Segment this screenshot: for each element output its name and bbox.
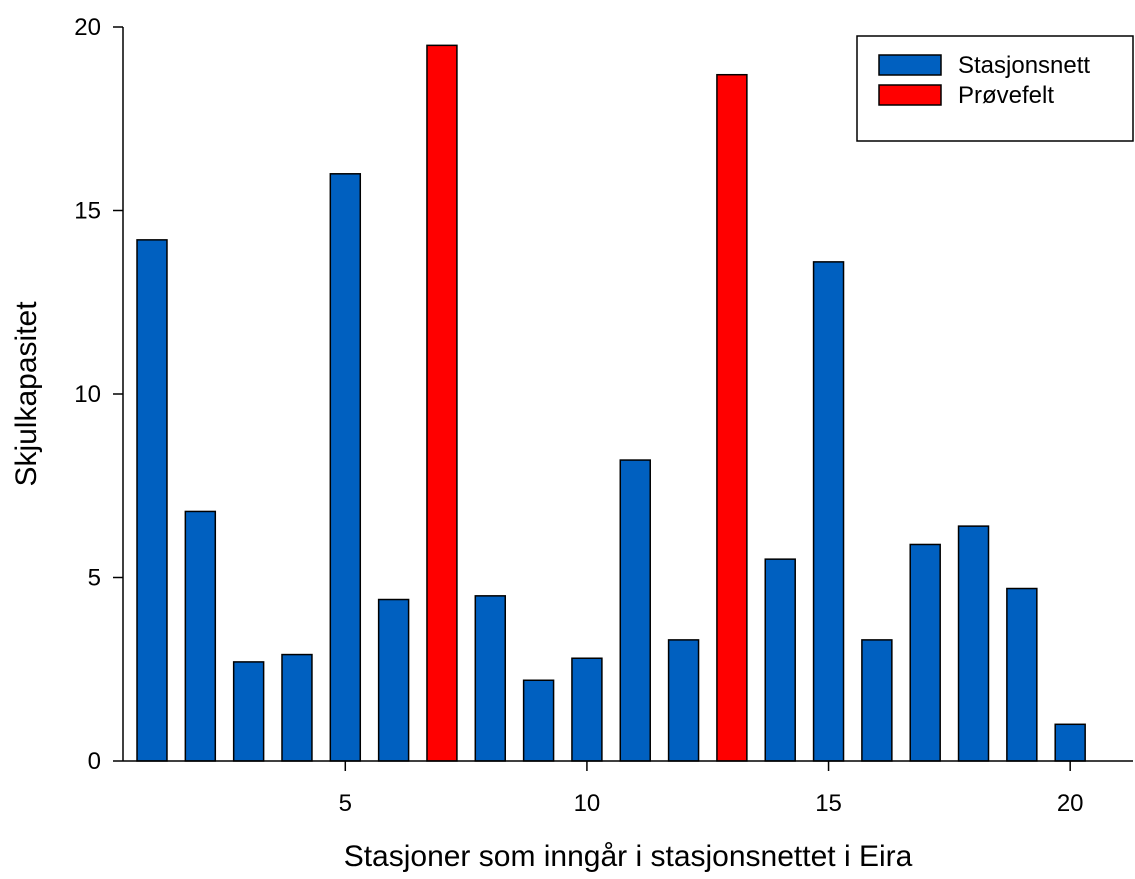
bar-stasjonsnett-5 <box>329 173 362 762</box>
bar-stasjonsnett-11 <box>619 459 651 762</box>
bars-group <box>136 44 1086 762</box>
legend-label: Prøvefelt <box>958 82 1054 109</box>
x-tick-label: 5 <box>339 790 352 817</box>
legend-swatch <box>878 54 942 76</box>
bar-stasjonsnett-17 <box>909 543 941 762</box>
bar-stasjonsnett-3 <box>232 661 265 762</box>
bar-stasjonsnett-2 <box>184 510 217 762</box>
bar-stasjonsnett-20 <box>1054 723 1086 762</box>
bar-stasjonsnett-1 <box>136 239 168 762</box>
bar-stasjonsnett-18 <box>957 525 990 762</box>
x-axis-title: Stasjoner som inngår i stasjonsnettet i … <box>344 840 913 873</box>
bar-stasjonsnett-10 <box>571 657 603 762</box>
bar-stasjonsnett-4 <box>281 653 313 762</box>
x-ticks-group: 5 10 15 20 <box>339 761 1084 817</box>
x-tick-label: 15 <box>815 790 842 817</box>
y-tick-label: 0 <box>88 748 101 775</box>
y-ticks-group: 0 5 10 15 20 <box>74 14 123 775</box>
bar-stasjonsnett-6 <box>377 598 410 762</box>
legend-label: Stasjonsnett <box>958 52 1090 79</box>
legend: Stasjonsnett Prøvefelt <box>856 35 1134 142</box>
bar-stasjonsnett-12 <box>667 639 700 762</box>
bar-pr-vefelt-7 <box>426 44 458 762</box>
legend-swatch <box>878 84 942 106</box>
bar-stasjonsnett-19 <box>1006 587 1038 762</box>
bar-stasjonsnett-14 <box>764 558 796 762</box>
x-tick-label: 10 <box>574 790 601 817</box>
x-tick-label: 20 <box>1057 790 1084 817</box>
y-tick-label: 5 <box>88 565 101 592</box>
y-tick-label: 20 <box>74 14 101 41</box>
bar-pr-vefelt-13 <box>716 73 748 762</box>
y-tick-label: 15 <box>74 198 101 225</box>
bar-stasjonsnett-15 <box>812 261 845 762</box>
bar-stasjonsnett-9 <box>522 679 555 762</box>
y-tick-label: 10 <box>74 381 101 408</box>
bar-stasjonsnett-16 <box>861 639 893 762</box>
y-axis-title: Skjulkapasitet <box>10 301 43 487</box>
bar-stasjonsnett-8 <box>474 595 507 762</box>
